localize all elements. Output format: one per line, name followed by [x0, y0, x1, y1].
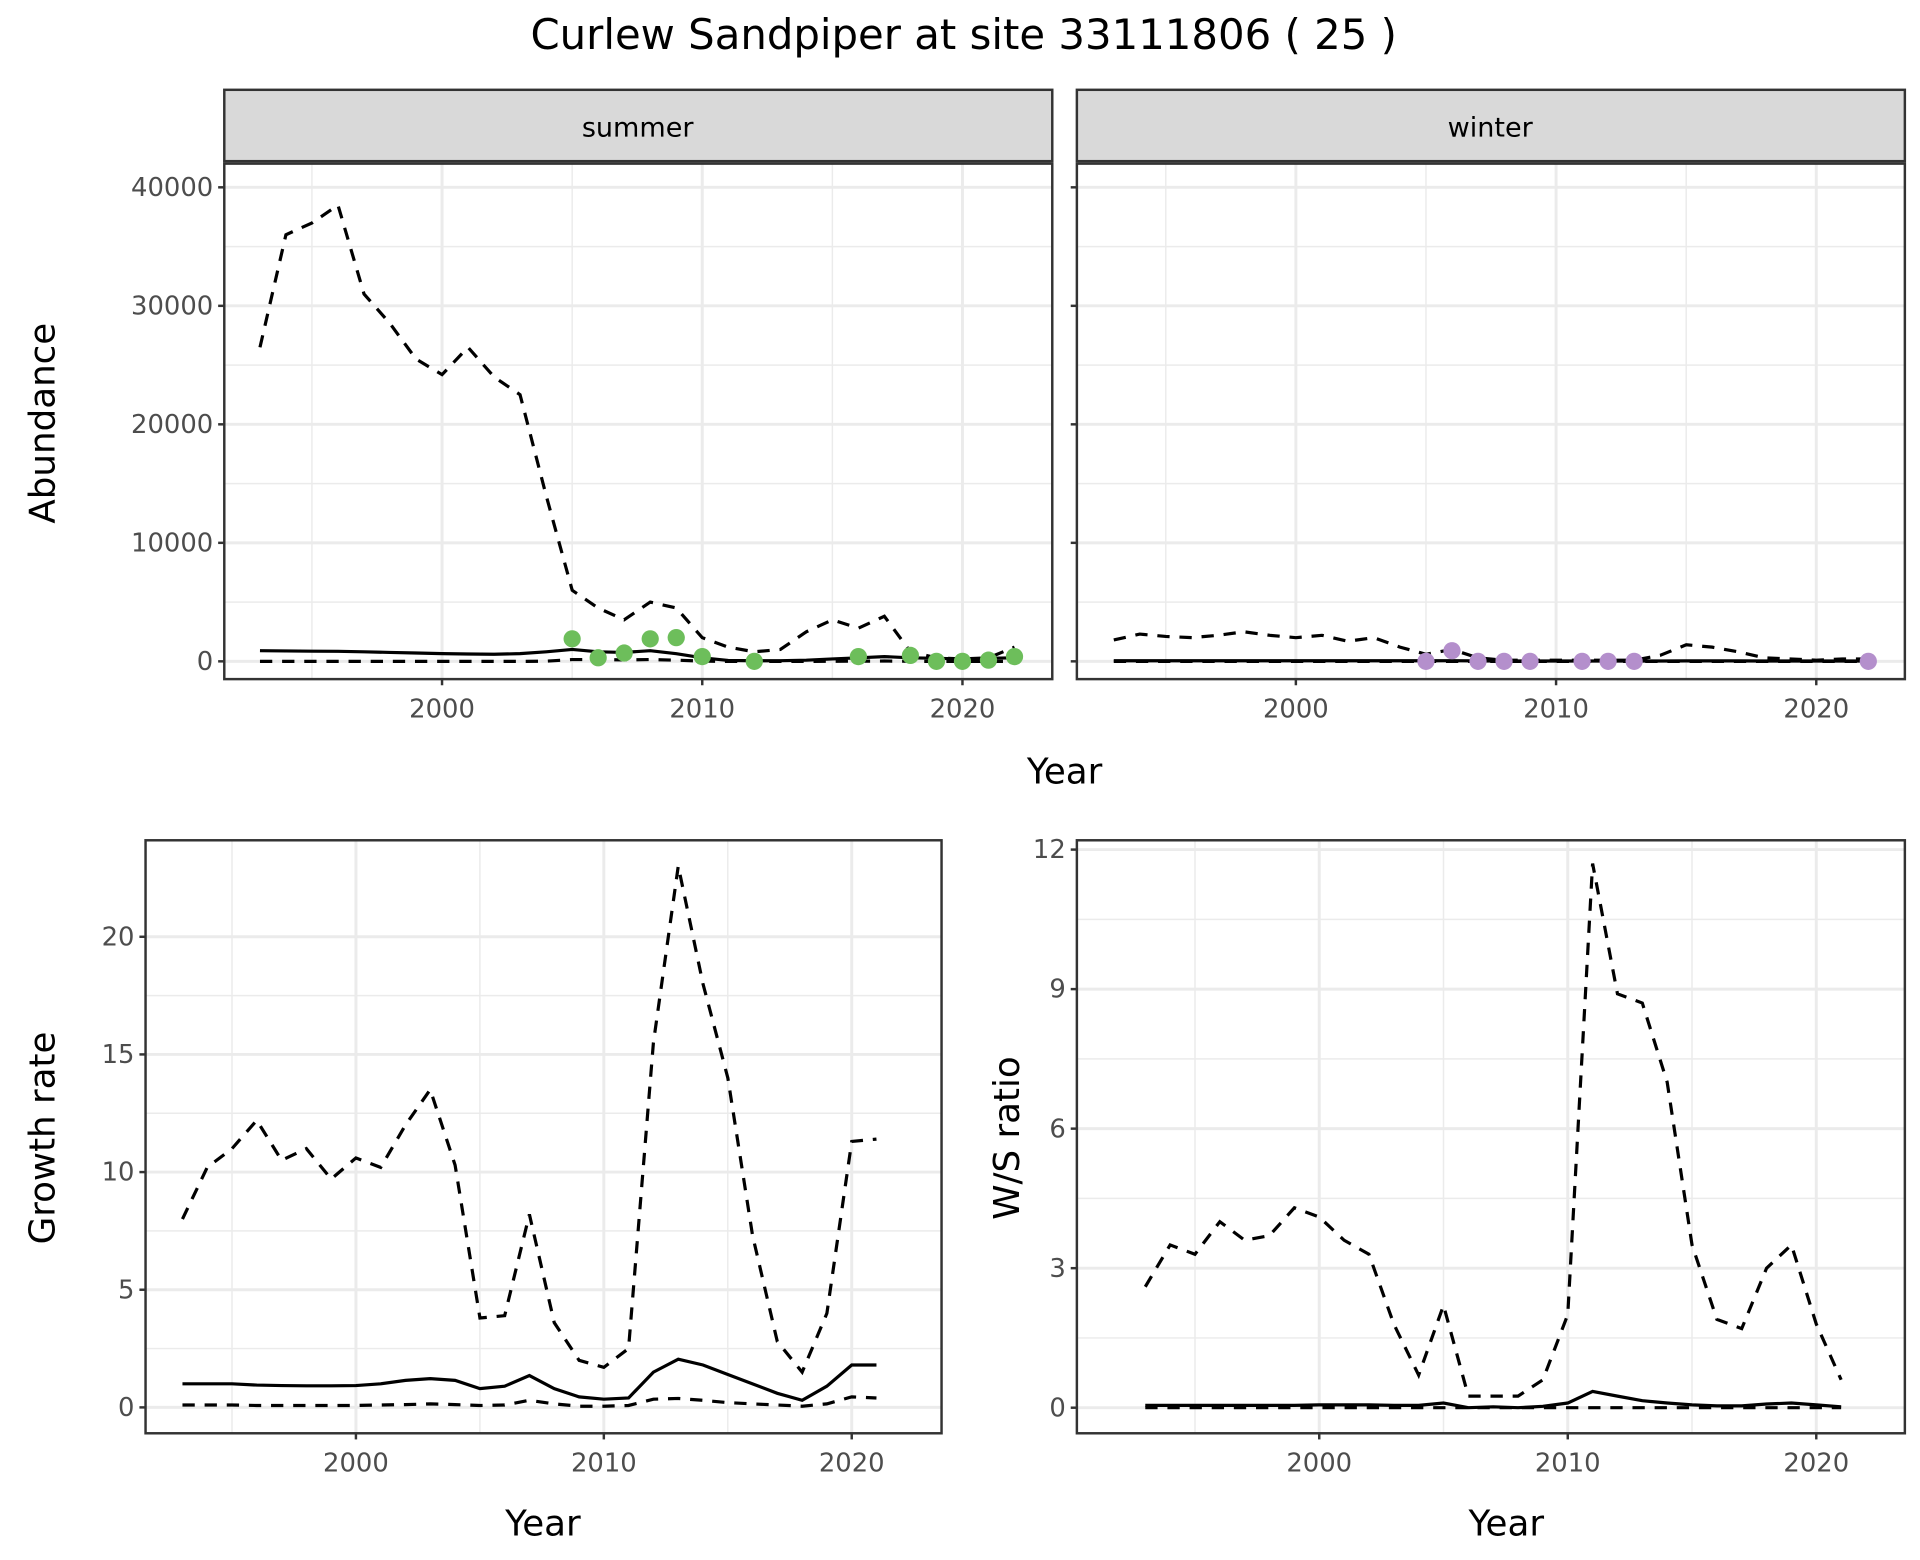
y-tick-label: 5	[118, 1275, 134, 1305]
chart-title: Curlew Sandpiper at site 33111806 ( 25 )	[530, 10, 1396, 59]
strip-label-summer: summer	[582, 113, 695, 144]
y-tick-label: 6	[1049, 1114, 1065, 1144]
observation-point	[849, 647, 867, 666]
x-tick-label: 2010	[1523, 694, 1589, 724]
y-tick-label: 3	[1049, 1254, 1065, 1284]
panel-summer: 0 10000 20000 30000 40000 2000 2010 2020	[131, 88, 1054, 724]
observation-point	[927, 652, 946, 670]
x-axis-title-top: Year	[1026, 752, 1103, 793]
observation-point	[615, 644, 633, 662]
panel-border	[1075, 162, 1907, 681]
x-axis-title-growth: Year	[504, 1503, 581, 1544]
observation-point	[979, 651, 998, 669]
observation-point	[1495, 652, 1513, 670]
y-tick-label: 20000	[131, 410, 213, 440]
y-axis-title-ratio: W/S ratio	[987, 1056, 1028, 1219]
plot-area	[1076, 163, 1905, 680]
facet-strip	[1075, 88, 1907, 163]
series-line-estimate	[182, 1357, 877, 1403]
y-axis-title-abundance: Abundance	[23, 323, 64, 524]
x-tick-label: 2000	[323, 1448, 389, 1478]
y-tick-label: 12	[1033, 835, 1066, 865]
observation-point	[1469, 652, 1487, 670]
x-tick-label: 2020	[930, 694, 996, 724]
observation-point	[1573, 652, 1591, 670]
observation-point	[1599, 652, 1617, 670]
observation-point	[667, 629, 685, 647]
x-tick-label: 2020	[1783, 1448, 1849, 1478]
y-tick-label: 10	[102, 1158, 135, 1188]
x-axis-title-ratio: Year	[1467, 1503, 1544, 1544]
observation-point	[1005, 647, 1024, 666]
y-tick-label: 9	[1049, 975, 1065, 1005]
facet-strip	[223, 88, 1054, 163]
x-tick-label: 2010	[571, 1448, 637, 1478]
y-tick-label: 0	[1049, 1393, 1065, 1423]
observation-point	[1625, 652, 1643, 670]
series-line-upper	[181, 865, 877, 1376]
panel-border	[223, 162, 1054, 681]
series-line-upper	[1113, 630, 1869, 662]
strip-label-winter: winter	[1448, 113, 1534, 144]
plot-area	[1076, 840, 1905, 1434]
x-tick-label: 2010	[669, 694, 735, 724]
x-tick-label: 2010	[1535, 1448, 1601, 1478]
observation-point	[1417, 652, 1435, 670]
observation-point	[901, 646, 920, 665]
x-tick-label: 2000	[409, 694, 475, 724]
series-line-estimate	[1145, 1389, 1842, 1410]
observation-point	[589, 649, 607, 667]
y-tick-label: 10000	[131, 528, 213, 558]
series-line-lower	[259, 657, 1015, 663]
observation-point	[1859, 652, 1877, 670]
panel-border	[1075, 839, 1907, 1435]
observation-point	[953, 652, 972, 670]
y-tick-label: 40000	[131, 173, 213, 203]
plot-area	[145, 840, 942, 1434]
x-tick-label: 2020	[819, 1448, 885, 1478]
y-tick-label: 0	[118, 1393, 134, 1423]
x-tick-label: 2020	[1783, 694, 1849, 724]
panel-ws-ratio: 0 3 6 9 12 2000 2010 2020	[1033, 835, 1907, 1478]
observation-point	[693, 647, 711, 666]
observation-point	[1443, 642, 1461, 660]
observation-point	[641, 630, 659, 648]
series-line-upper	[1143, 863, 1843, 1398]
y-tick-label: 20	[102, 922, 135, 952]
plot-area	[224, 163, 1053, 680]
series-line-lower	[182, 1395, 877, 1408]
y-tick-label: 15	[102, 1040, 135, 1070]
panel-border	[144, 839, 943, 1435]
x-tick-label: 2000	[1263, 694, 1329, 724]
y-axis-title-growth: Growth rate	[23, 1032, 64, 1245]
y-tick-label: 0	[197, 647, 213, 677]
observation-point	[563, 630, 581, 648]
observation-point	[745, 652, 763, 670]
panel-winter: 2000 2010 2020	[1070, 88, 1907, 724]
series-line-estimate	[259, 647, 1015, 663]
observation-point	[1521, 652, 1539, 670]
x-tick-label: 2000	[1286, 1448, 1352, 1478]
y-tick-label: 30000	[131, 291, 213, 321]
panel-growth-rate: 0 5 10 15 20 2000 2010 2020	[102, 839, 943, 1478]
